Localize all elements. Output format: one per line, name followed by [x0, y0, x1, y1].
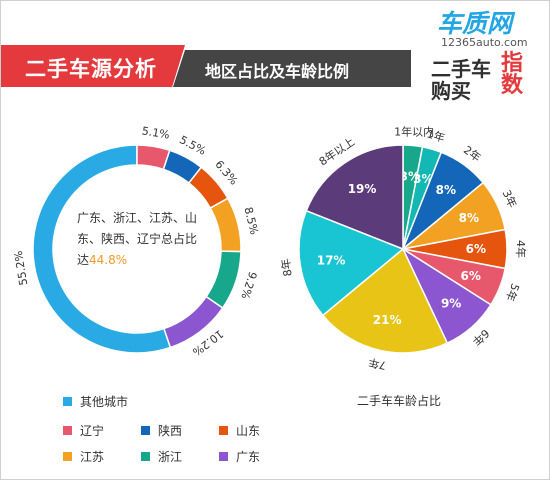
legend-swatch [141, 426, 150, 435]
category-label-age-2: 2年 [461, 143, 484, 165]
value-label-age-9: 19% [348, 182, 377, 196]
age-pie-caption: 二手车车龄占比 [357, 393, 441, 408]
value-label-age-3: 8% [459, 211, 479, 225]
slice-region-6 [163, 295, 224, 349]
logo-accent: 指数 [501, 51, 524, 98]
slice-region-4 [209, 197, 242, 253]
legend-swatch [63, 397, 72, 406]
category-label-age-8: 8年 [278, 257, 295, 277]
legend-label: 浙江 [158, 450, 183, 464]
value-label-region-1: 5.1% [141, 124, 171, 141]
category-label-age-5: 5年 [503, 281, 523, 303]
legend-swatch [141, 452, 150, 461]
main-title: 二手车源分析 [25, 57, 157, 81]
category-label-age-7: 7年 [367, 355, 388, 373]
value-label-age-0: 3% [400, 170, 420, 184]
age-pie-chart: 3% 1年以内 3% 1年 8% 2年 8% 3年 6% 4年 6% 5年 9% 6年 21% 7年 17% 8年… [278, 125, 528, 373]
sub-title-banner: 地区占比及车龄比例 [173, 50, 423, 87]
value-label-age-2: 8% [436, 183, 456, 197]
value-label-age-1: 3% [413, 172, 433, 186]
value-label-region-2: 5.5% [177, 133, 208, 158]
legend-swatch [63, 452, 72, 461]
legend-label: 辽宁 [80, 424, 105, 438]
legend-swatch [63, 426, 72, 435]
category-label-age-6: 6年 [470, 326, 493, 348]
category-label-age-1: 1年 [425, 126, 446, 144]
legend-label: 其他城市 [80, 395, 129, 409]
value-label-age-7: 21% [373, 313, 402, 327]
charts-area: 55.2%5.1%5.5%6.3%8.5%9.2%10.2% 3%1年以内3%1… [12, 124, 528, 408]
legend-item: 江苏 [63, 448, 104, 465]
header: 二手车源分析 地区占比及车龄比例 车质网 12365auto.com 二手车 购… [1, 1, 549, 103]
donut-center-prefix: 达 [77, 253, 89, 267]
slice-age-7 [321, 247, 449, 354]
value-label-region-5: 9.2% [238, 270, 259, 301]
value-label-age-8: 17% [317, 253, 346, 267]
legend-item: 陕西 [141, 422, 182, 439]
brand-logo: 车质网 12365auto.com 二手车 购买 指数 [411, 1, 549, 103]
legend-label: 江苏 [80, 450, 105, 464]
value-label-age-5: 6% [461, 269, 481, 283]
value-label-region-4: 8.5% [241, 206, 260, 236]
legend-item: 其他城市 [63, 393, 128, 410]
main-title-banner: 二手车源分析 [1, 45, 185, 87]
logo-line-1: 二手车 [431, 57, 491, 81]
value-label-region-0: 55.2% [12, 250, 31, 287]
legend-swatch [219, 452, 228, 461]
legend-item: 山东 [219, 422, 260, 439]
category-label-age-3: 3年 [500, 188, 520, 210]
region-donut-chart: 55.2%5.1%5.5%6.3%8.5%9.2%10.2% [12, 124, 261, 358]
donut-center-line-3: 达44.8% [77, 253, 127, 267]
legend-label: 山东 [236, 424, 261, 438]
donut-center-highlight: 44.8% [89, 253, 127, 267]
sub-title: 地区占比及车龄比例 [205, 62, 350, 81]
donut-center-line-1: 广东、浙江、江苏、山 [77, 211, 197, 225]
legend-swatch [219, 426, 228, 435]
slice-region-0 [32, 144, 172, 354]
slice-age-8 [298, 209, 405, 317]
logo-url: 12365auto.com [441, 36, 528, 49]
legend-item: 广东 [219, 448, 260, 465]
value-label-age-6: 9% [441, 297, 461, 311]
legend-label: 陕西 [158, 424, 183, 438]
category-label-age-0: 1年以内 [394, 125, 434, 139]
logo-brand-name: 车质网 [437, 9, 513, 38]
legend-item: 辽宁 [63, 422, 104, 439]
legend-item: 浙江 [141, 448, 182, 465]
category-label-age-4: 4年 [514, 240, 528, 258]
legend-label: 广东 [236, 450, 261, 464]
value-label-age-4: 6% [466, 242, 486, 256]
donut-center-text: 广东、浙江、江苏、山 东、陕西、辽宁总占比 达44.8% [77, 211, 201, 267]
slice-age-9 [305, 144, 404, 251]
logo-line-2: 购买 [431, 79, 471, 103]
donut-center-line-2: 东、陕西、辽宁总占比 [77, 231, 197, 246]
